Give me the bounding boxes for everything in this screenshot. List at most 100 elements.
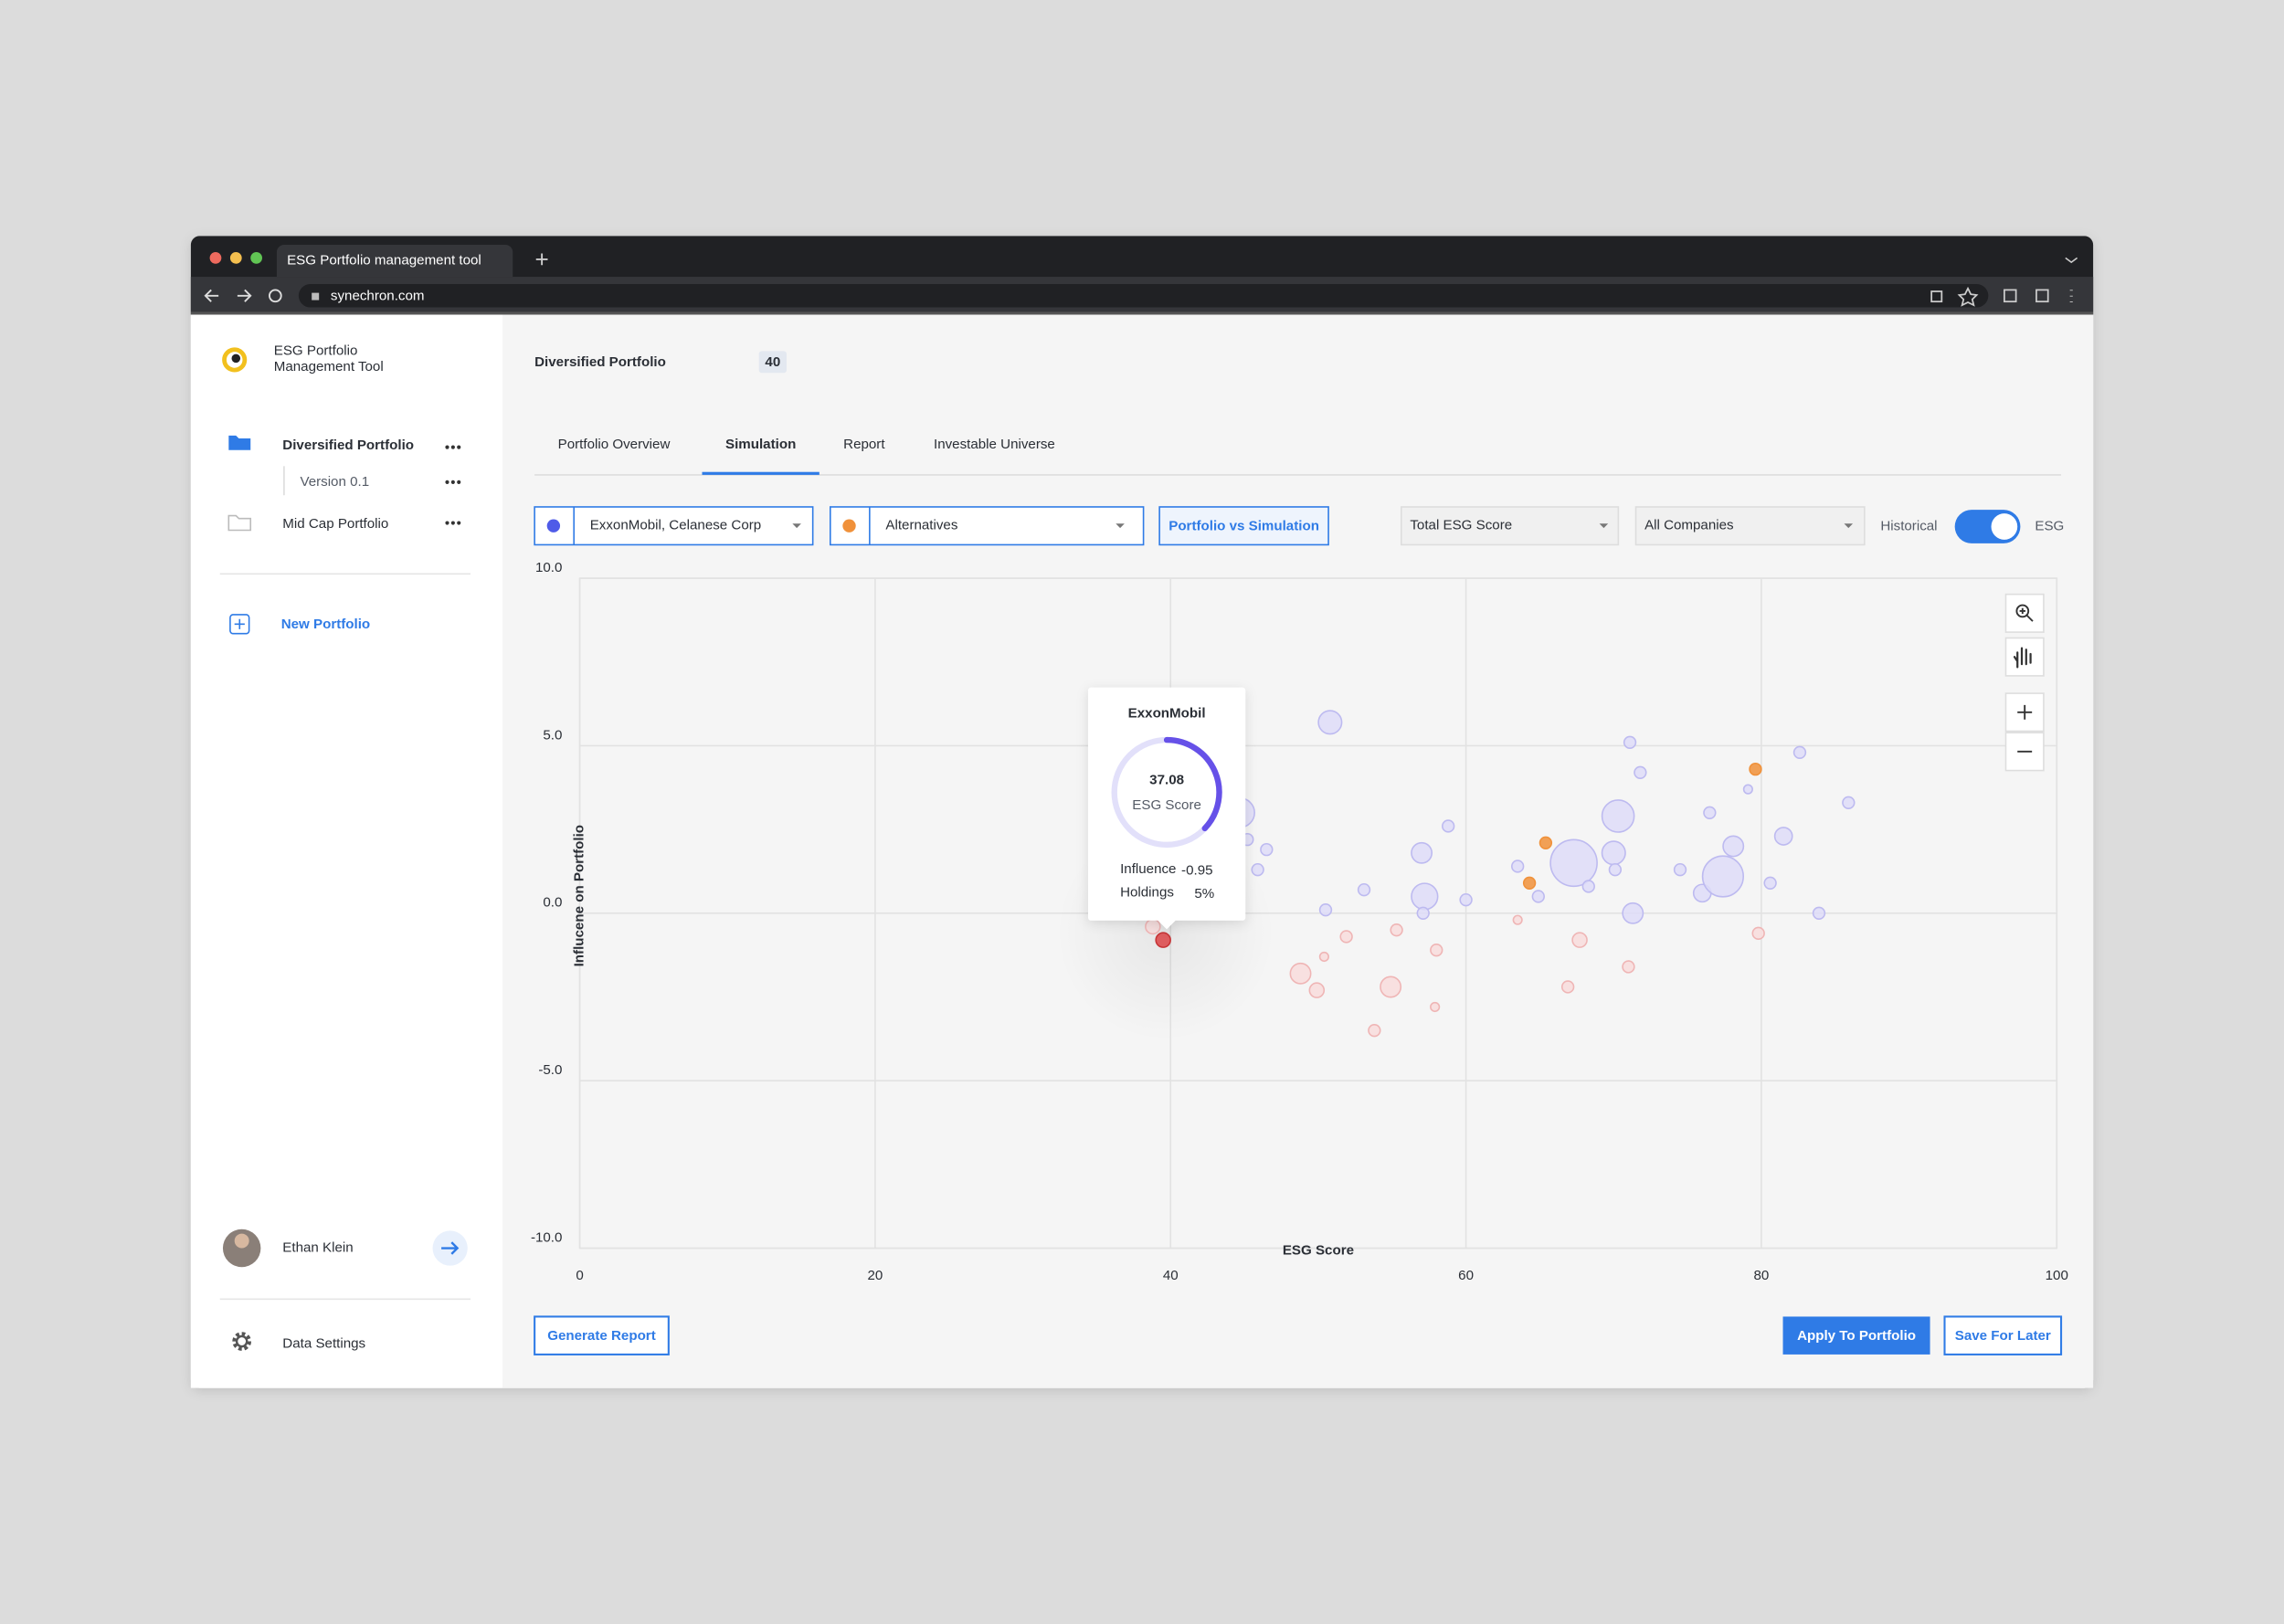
tab-menu[interactable] [2065,257,2078,264]
magnifier [2015,604,2030,618]
bubble [1703,806,1717,819]
portfolio-name[interactable]: Diversified Portfolio [282,438,414,453]
more-icon[interactable] [445,445,461,449]
nav-arrows[interactable] [204,289,252,302]
simulation-select[interactable] [830,506,1145,546]
y-tick-label: -10.0 [531,1229,562,1245]
bubble [1522,876,1537,890]
new-tab[interactable] [535,253,548,266]
zoom-controls [2004,593,2045,772]
minimize[interactable] [229,251,242,264]
bubble [1549,838,1598,888]
x-tick-label: 80 [1754,1268,1770,1283]
simulation-filter: Alternatives [885,518,957,533]
bubble [1430,1001,1441,1013]
bubble [1459,892,1473,907]
gear-icon [235,1334,248,1348]
tab[interactable]: Simulation [725,437,796,452]
address-bar[interactable] [298,284,1989,308]
y-axis-label: Influcene on Portfolio [572,825,587,966]
bubble [1260,842,1274,857]
bubble [1430,943,1443,957]
bubble [1571,932,1588,948]
version[interactable]: Version 0.1 [300,474,369,490]
new-portfolio[interactable]: New Portfolio [281,617,370,632]
folder-icon [228,435,251,450]
caret [792,523,801,529]
portfolio-name[interactable]: Mid Cap Portfolio [282,516,388,532]
data-settings[interactable]: Data Settings [282,1336,365,1352]
x-tick-label: 0 [576,1268,583,1283]
plus [2017,704,2033,720]
logo-core [231,353,241,364]
x-tick-label: 20 [867,1268,883,1283]
tab[interactable]: Investable Universe [934,437,1055,452]
add-icon[interactable] [229,614,250,635]
compare-button[interactable] [1158,506,1329,546]
y-tick-label: 10.0 [535,560,562,575]
badge [758,351,787,374]
add-icon [234,618,245,629]
tab[interactable]: Report [843,437,885,452]
chart-axes: 0 20 40 60 80 100 10.0 5.0 0.0 -5.0 -10.0 [531,560,2068,1283]
compare-label: Portfolio vs Simulation [1168,519,1319,534]
folder-icon [227,514,252,532]
more-icon[interactable] [445,480,461,484]
bubble [1749,762,1762,776]
sidebar: ESG Portfolio Management Tool Diversifie… [190,314,503,1388]
scope-select[interactable] [1634,506,1866,546]
y-tick-label: -5.0 [538,1062,562,1078]
bubble [1308,982,1326,998]
tab-underline [702,471,819,475]
tab[interactable] [276,244,513,278]
reload[interactable] [269,289,282,303]
app-name: ESG Portfolio [274,343,358,358]
apply-to-portfolio[interactable] [1782,1316,1930,1355]
user-name: Ethan Klein [282,1240,353,1256]
tabs: Portfolio Overview Simulation Report Invest… [558,437,1055,475]
bubble [1155,932,1171,948]
maximize[interactable] [250,251,262,264]
button-label: Save For Later [1955,1328,2051,1344]
app-name: Management Tool [274,359,384,374]
bubble [1339,930,1353,944]
x-tick-label: 40 [1163,1268,1179,1283]
x-tick-label: 100 [2046,1268,2068,1283]
bubble [1145,918,1161,935]
bubble [1601,840,1626,866]
metric-select[interactable] [1401,506,1620,546]
bubble [1601,799,1635,833]
close[interactable] [209,251,222,264]
tab-title: ESG Portfolio management tool [287,253,481,269]
toggle-knob [1991,513,2018,540]
bubble [1742,784,1753,795]
toolbar-icons[interactable] [1930,286,2073,307]
tab[interactable]: Portfolio Overview [558,437,671,452]
main-corner [502,1379,2094,1388]
x-axis-label: ESG Score [1283,1243,1354,1259]
x-tick-label: 60 [1458,1268,1474,1283]
generate-report[interactable] [534,1315,670,1355]
portfolio-select[interactable] [534,506,814,546]
bubble [1416,906,1430,920]
caret [1599,523,1609,529]
zoom-select[interactable] [2004,593,2045,633]
holdings-value: 5% [1194,886,1214,902]
y-tick-label: 0.0 [543,895,562,911]
more-icon[interactable] [445,521,461,525]
tooltip-score: 37.08 [1149,773,1184,788]
save-for-later[interactable] [1943,1315,2063,1355]
bubble [1673,862,1687,877]
plot [1145,710,1856,1038]
bubble [1357,882,1371,897]
pan[interactable] [2004,637,2045,677]
toggle-left: Historical [1880,519,1937,534]
bubble [1411,882,1439,911]
bubble [1842,796,1856,809]
bubble [1622,902,1644,924]
logo [222,347,248,373]
button-label: Generate Report [547,1328,656,1344]
gear-icon [232,1332,252,1351]
caret [1844,523,1854,529]
